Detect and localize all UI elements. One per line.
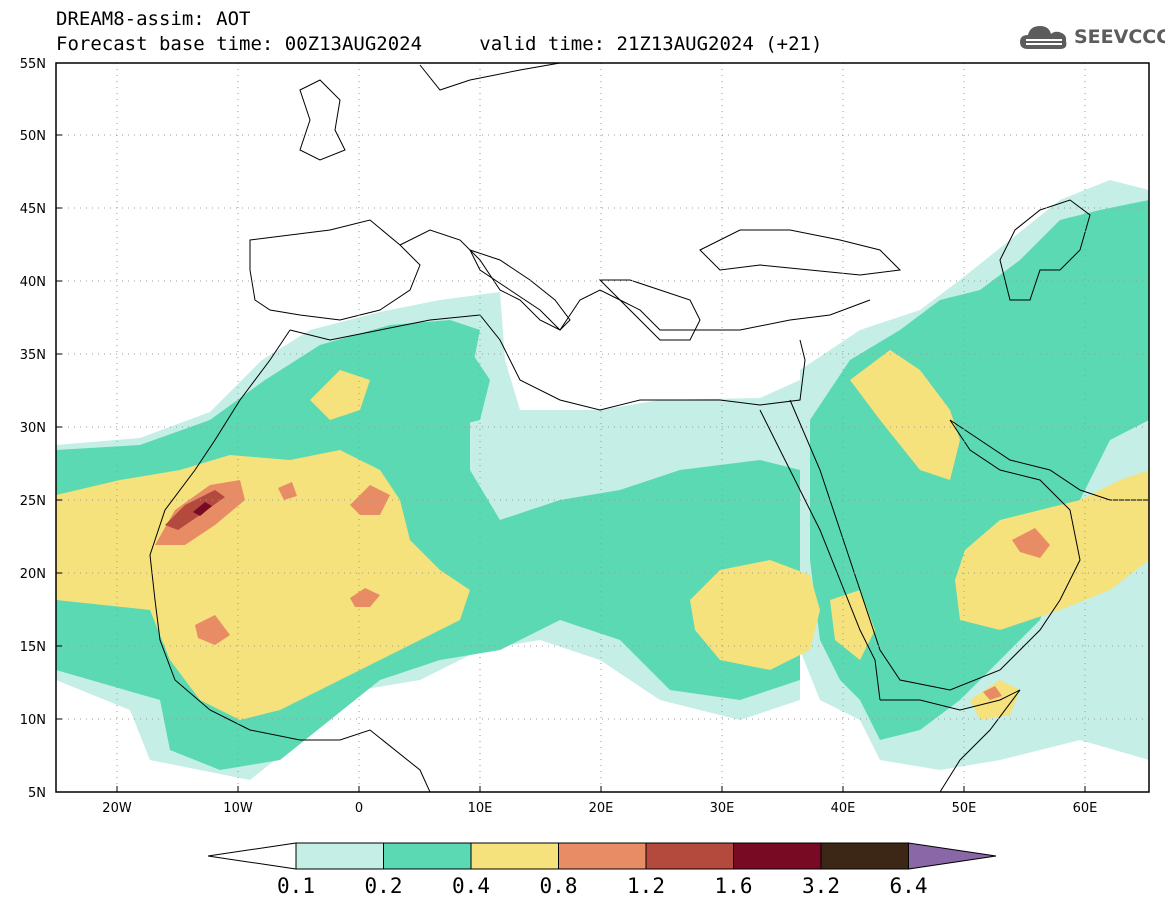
lat-labels: 5N 10N 15N 20N 25N 30N 35N 40N 45N 50N 5… <box>20 57 46 801</box>
lat-label: 10N <box>20 713 46 728</box>
aot-region-vhigh-2 <box>350 485 390 515</box>
aot-region-vhigh-3 <box>195 615 230 645</box>
colorbar-label: 0.4 <box>452 874 490 898</box>
map-title: DREAM8-assim: AOT <box>56 8 251 30</box>
seevccc-logo: SEEVCCC <box>1018 22 1165 52</box>
colorbar-label: 6.4 <box>890 874 928 898</box>
coast-italy <box>469 249 571 331</box>
lon-label: 30E <box>710 801 735 816</box>
colorbar-bin <box>470 842 559 870</box>
lat-label: 25N <box>20 494 46 509</box>
colorbar-bin <box>383 842 472 870</box>
lat-label: 20N <box>20 567 46 582</box>
lon-label: 50E <box>952 801 977 816</box>
lat-label: 35N <box>20 348 46 363</box>
coast-persian-gulf <box>949 419 1149 501</box>
coastlines <box>149 63 1149 792</box>
valid-time: valid time: 21Z13AUG2024 (+21) <box>479 33 823 55</box>
lat-label: 5N <box>28 786 46 801</box>
colorbar-bin <box>645 842 734 870</box>
tick-marks <box>56 134 1086 792</box>
colorbar-label: 1.2 <box>627 874 665 898</box>
aot-region-vhigh-7 <box>983 686 1002 700</box>
lat-label: 15N <box>20 640 46 655</box>
lat-label: 40N <box>20 275 46 290</box>
colorbar-label: 0.1 <box>277 874 315 898</box>
coast-greece <box>598 279 701 341</box>
logo-text: SEEVCCC <box>1074 26 1165 48</box>
coast-black-sea <box>699 229 902 276</box>
colorbar-label: 0.2 <box>365 874 403 898</box>
coast-europe <box>399 229 871 331</box>
lon-label: 20E <box>589 801 614 816</box>
aot-region-high-somalia <box>970 680 1020 720</box>
aot-region-vhigh-4 <box>350 588 380 607</box>
coast-uk <box>299 79 346 161</box>
coast-arabia <box>789 399 1081 691</box>
colorbar-label: 3.2 <box>802 874 840 898</box>
lon-label: 10E <box>468 801 493 816</box>
aot-region-mid-west-north <box>430 350 490 430</box>
coast-horn-africa <box>880 689 1021 792</box>
aot-region-vhigh-5 <box>278 482 297 500</box>
cloud-icon <box>1020 26 1067 49</box>
aot-region-high-morocco <box>310 370 370 420</box>
aot-region-high-arabia <box>955 470 1149 630</box>
lat-label: 55N <box>20 57 46 72</box>
coast-scandinavia <box>419 63 561 91</box>
colorbar-label: 1.6 <box>715 874 753 898</box>
colorbar-label: 0.8 <box>540 874 578 898</box>
lat-label: 50N <box>20 129 46 144</box>
aot-region-peak-inner <box>193 502 212 516</box>
aot-region-high-sudan <box>690 560 820 670</box>
lon-labels: 20W 10W 0 10E 20E 30E 40E 50E 60E <box>102 801 1097 816</box>
gridlines <box>56 63 1149 792</box>
colorbar-over-arrow <box>908 842 997 870</box>
base-time: Forecast base time: 00Z13AUG2024 <box>56 33 423 55</box>
coast-north-africa <box>289 314 806 411</box>
colorbar-bin <box>295 842 384 870</box>
colorbar-bin <box>820 842 909 870</box>
lon-label: 60E <box>1073 801 1098 816</box>
lon-label: 20W <box>102 801 132 816</box>
aot-region-mid-east <box>810 200 1149 740</box>
lat-label: 30N <box>20 421 46 436</box>
coast-caspian <box>999 199 1091 301</box>
aot-field <box>56 180 1149 780</box>
colorbar-bin <box>733 842 822 870</box>
colorbar <box>207 842 997 870</box>
lat-label: 45N <box>20 202 46 217</box>
aot-region-peak-outer <box>165 490 225 530</box>
forecast-times: Forecast base time: 00Z13AUG2024 valid t… <box>56 33 822 55</box>
aot-region-mid-east-caspian <box>950 320 1080 380</box>
aot-region-high-redsea <box>830 590 875 660</box>
lon-label: 10W <box>223 801 253 816</box>
colorbar-bin <box>558 842 647 870</box>
coast-west-africa <box>149 329 431 792</box>
colorbar-labels: 0.1 0.2 0.4 0.8 1.2 1.6 3.2 6.4 <box>277 874 927 898</box>
aot-region-high-sahara <box>56 450 470 720</box>
coast-iberia <box>249 219 421 321</box>
coast-red-sea <box>759 409 881 701</box>
lon-label: 0 <box>355 801 363 816</box>
aot-region-high-iraq <box>850 350 960 480</box>
aot-region-vhigh-6 <box>1012 528 1050 558</box>
lon-label: 40E <box>831 801 856 816</box>
colorbar-under-arrow <box>207 842 297 870</box>
